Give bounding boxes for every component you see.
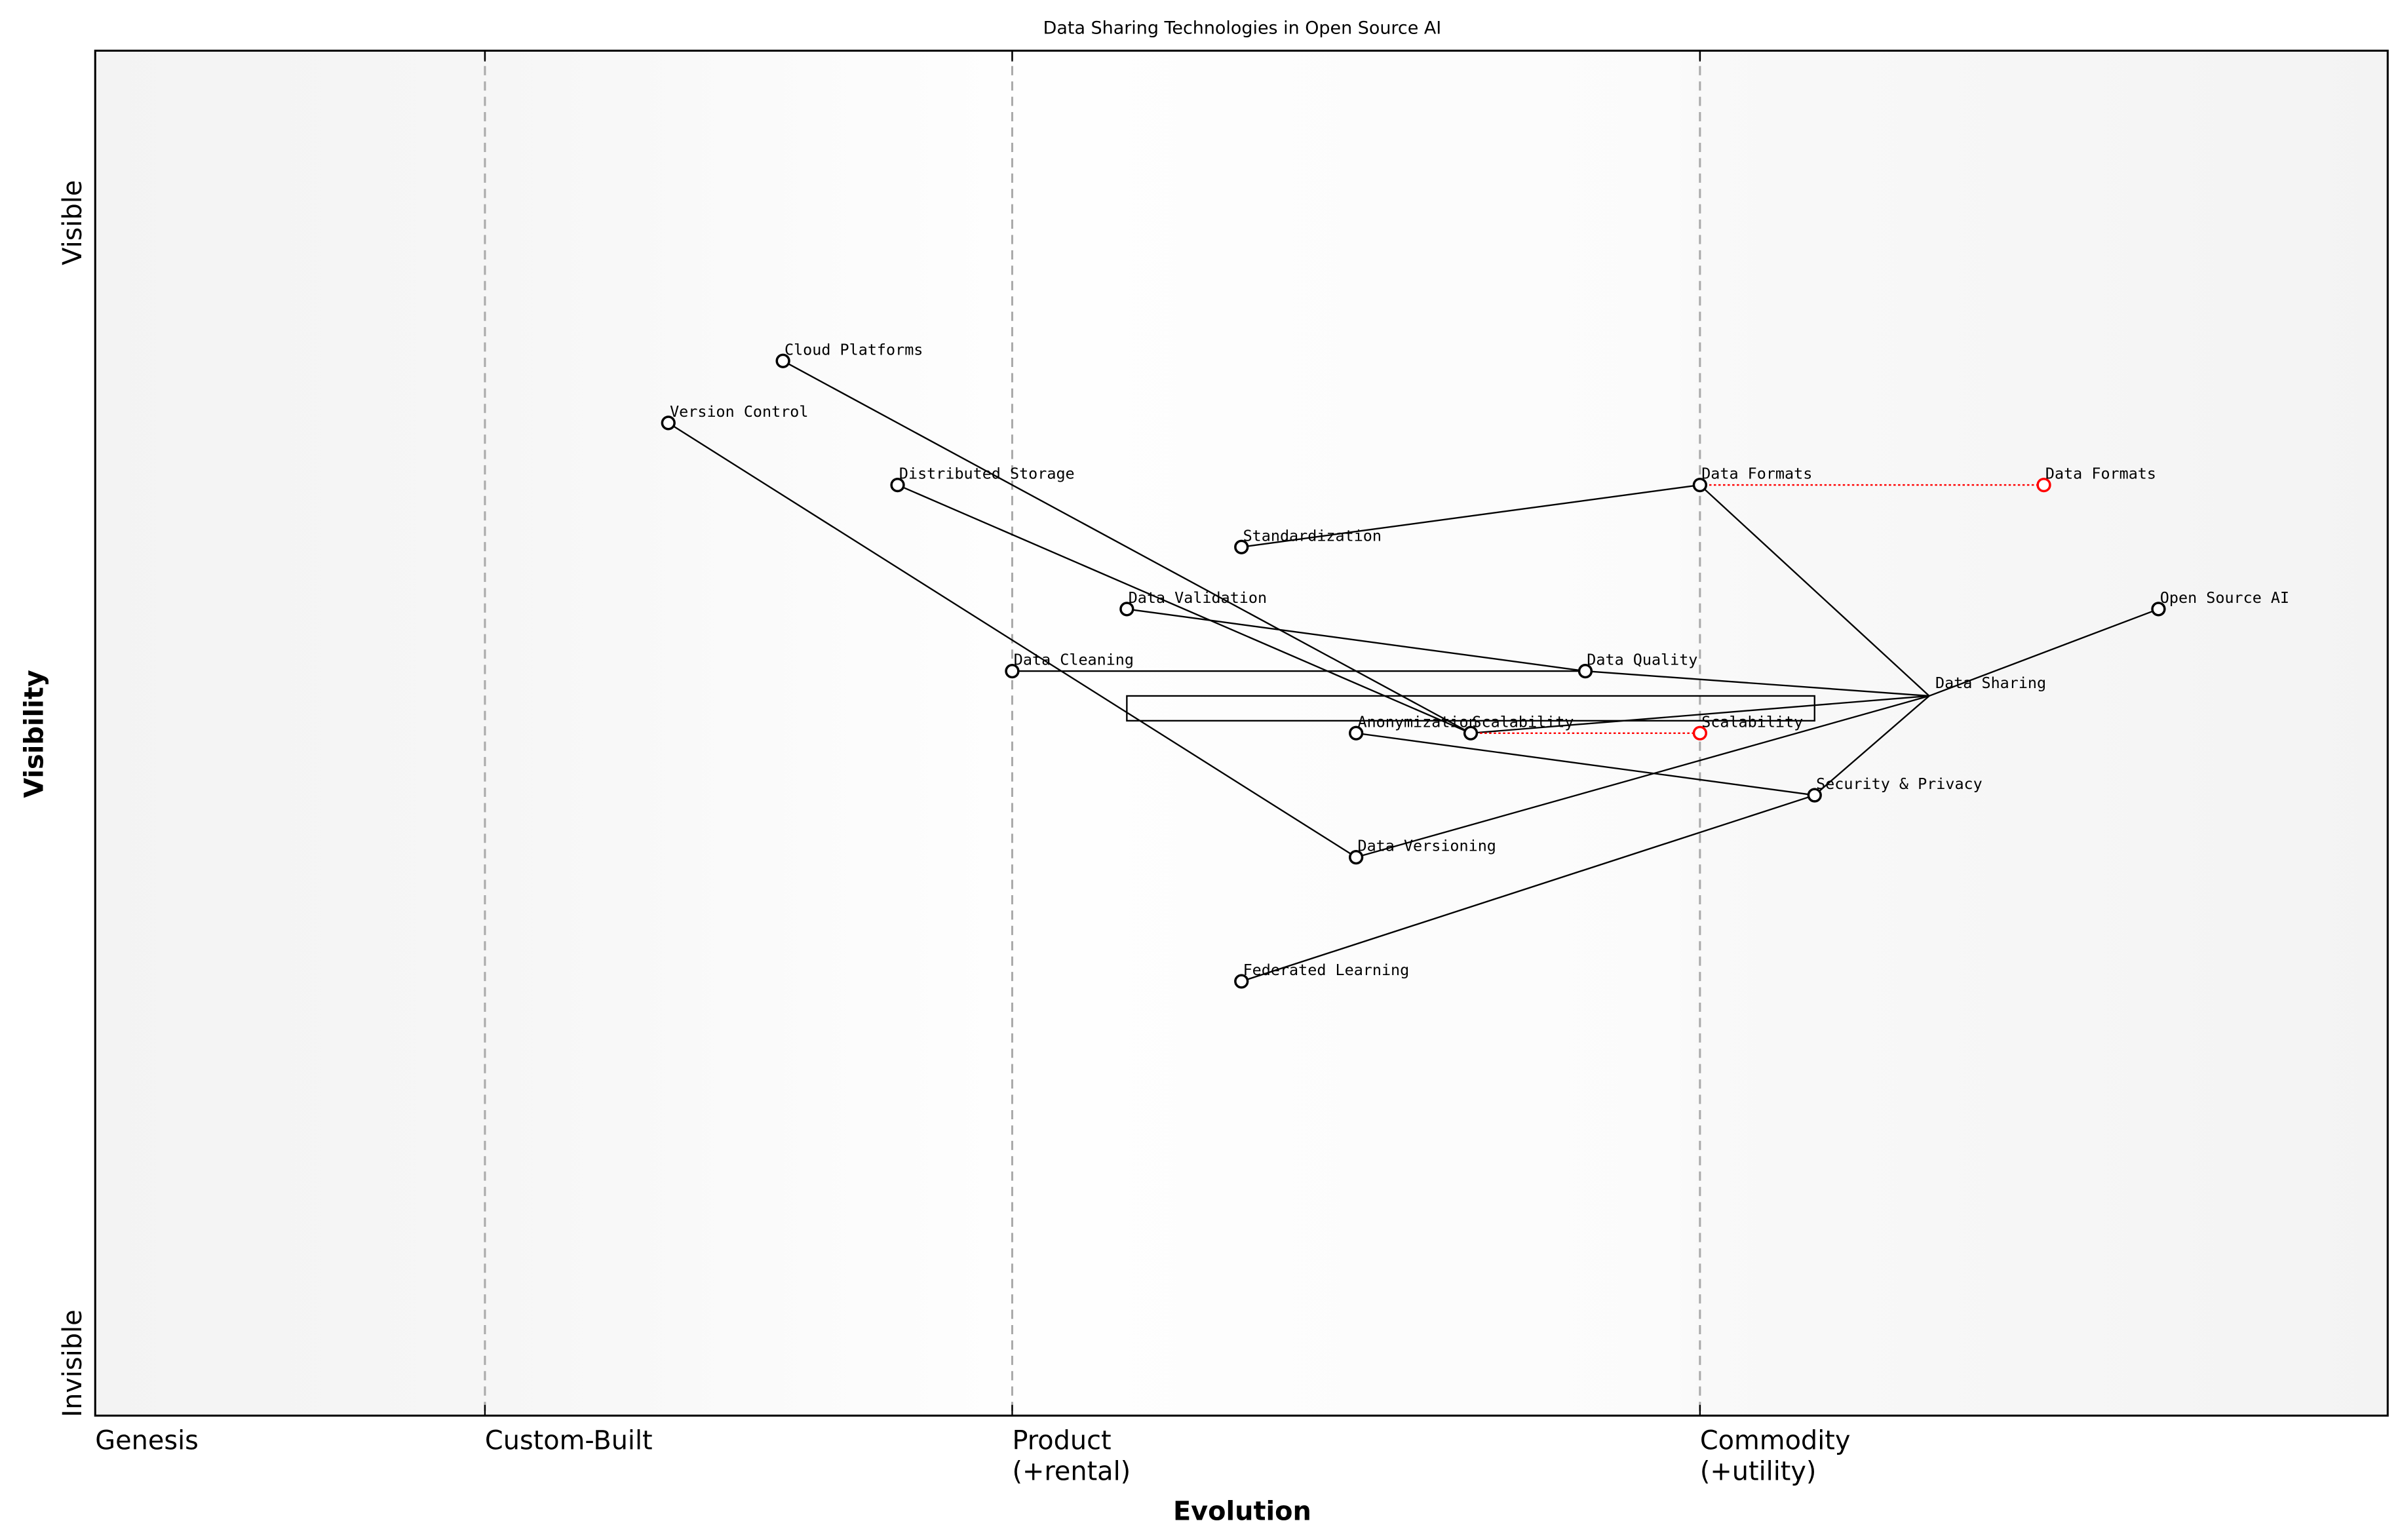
y-bottom-label: Invisible bbox=[58, 1309, 88, 1417]
component-label: Security & Privacy bbox=[1816, 775, 1983, 793]
evolved-node-marker bbox=[1692, 725, 1707, 741]
component-marker bbox=[1463, 725, 1479, 741]
dependency-link bbox=[783, 360, 1471, 734]
dependency-link bbox=[1355, 695, 1929, 858]
dependency-link bbox=[1356, 732, 1815, 796]
evolved-node-marker bbox=[2036, 477, 2051, 493]
dependency-link bbox=[1585, 670, 1929, 697]
dependency-link bbox=[1241, 484, 1701, 548]
component-label: Data Validation bbox=[1129, 588, 1267, 607]
component-marker bbox=[1234, 974, 1249, 989]
y-top-label: Visible bbox=[58, 180, 88, 265]
x-tick-label: (+rental) bbox=[1012, 1457, 1131, 1487]
component-label: Data Quality bbox=[1587, 651, 1697, 669]
component-label: Cloud Platforms bbox=[784, 340, 923, 358]
x-tick-label: Genesis bbox=[95, 1426, 199, 1456]
x-tick-label: Custom-Built bbox=[485, 1426, 653, 1456]
x-tick-label: Product bbox=[1012, 1426, 1111, 1456]
component-marker bbox=[1349, 849, 1364, 865]
plot-area bbox=[95, 50, 2388, 1416]
annotation-box bbox=[1126, 695, 1815, 722]
component-label: Version Control bbox=[670, 402, 808, 421]
component-label: Data Sharing bbox=[1935, 674, 2046, 692]
dependency-link bbox=[1929, 608, 2159, 697]
dependency-link bbox=[1813, 695, 1930, 796]
chart-title: Data Sharing Technologies in Open Source… bbox=[1043, 18, 1442, 39]
component-marker bbox=[1005, 663, 1020, 679]
component-label: Distributed Storage bbox=[899, 465, 1075, 483]
dependency-link bbox=[1241, 794, 1815, 982]
x-tick-label: Commodity bbox=[1700, 1426, 1851, 1456]
component-marker bbox=[775, 353, 790, 368]
dependency-link bbox=[1127, 608, 1586, 672]
y-axis-label: Visibility bbox=[20, 670, 50, 798]
component-marker bbox=[1349, 725, 1364, 741]
component-marker bbox=[890, 477, 905, 493]
component-marker bbox=[1807, 788, 1822, 803]
component-label: Data Cleaning bbox=[1014, 651, 1134, 669]
component-label: Open Source AI bbox=[2160, 588, 2289, 607]
component-label: Data Formats bbox=[1701, 465, 1812, 483]
component-label: Scalability bbox=[1472, 712, 1574, 731]
x-axis-label: Evolution bbox=[1173, 1497, 1311, 1527]
dependency-link bbox=[668, 422, 1357, 858]
evolved-node-label: Scalability bbox=[1701, 712, 1803, 731]
x-tick-label: (+utility) bbox=[1700, 1457, 1817, 1487]
dependency-link bbox=[897, 484, 1471, 734]
component-label: Standardization bbox=[1243, 526, 1382, 545]
component-marker bbox=[2151, 602, 2166, 617]
component-label: Anonymization bbox=[1358, 712, 1478, 731]
component-label: Data Versioning bbox=[1358, 837, 1496, 855]
component-marker bbox=[1119, 602, 1134, 617]
component-marker bbox=[1577, 663, 1593, 679]
component-label: Federated Learning bbox=[1243, 961, 1410, 979]
component-marker bbox=[1692, 477, 1707, 493]
dependency-link bbox=[1699, 484, 1930, 697]
evolved-node-label: Data Formats bbox=[2045, 465, 2156, 483]
component-marker bbox=[661, 415, 676, 431]
plot-frame bbox=[94, 49, 2389, 1417]
component-marker bbox=[1234, 539, 1249, 554]
dependency-link bbox=[1470, 695, 1929, 734]
